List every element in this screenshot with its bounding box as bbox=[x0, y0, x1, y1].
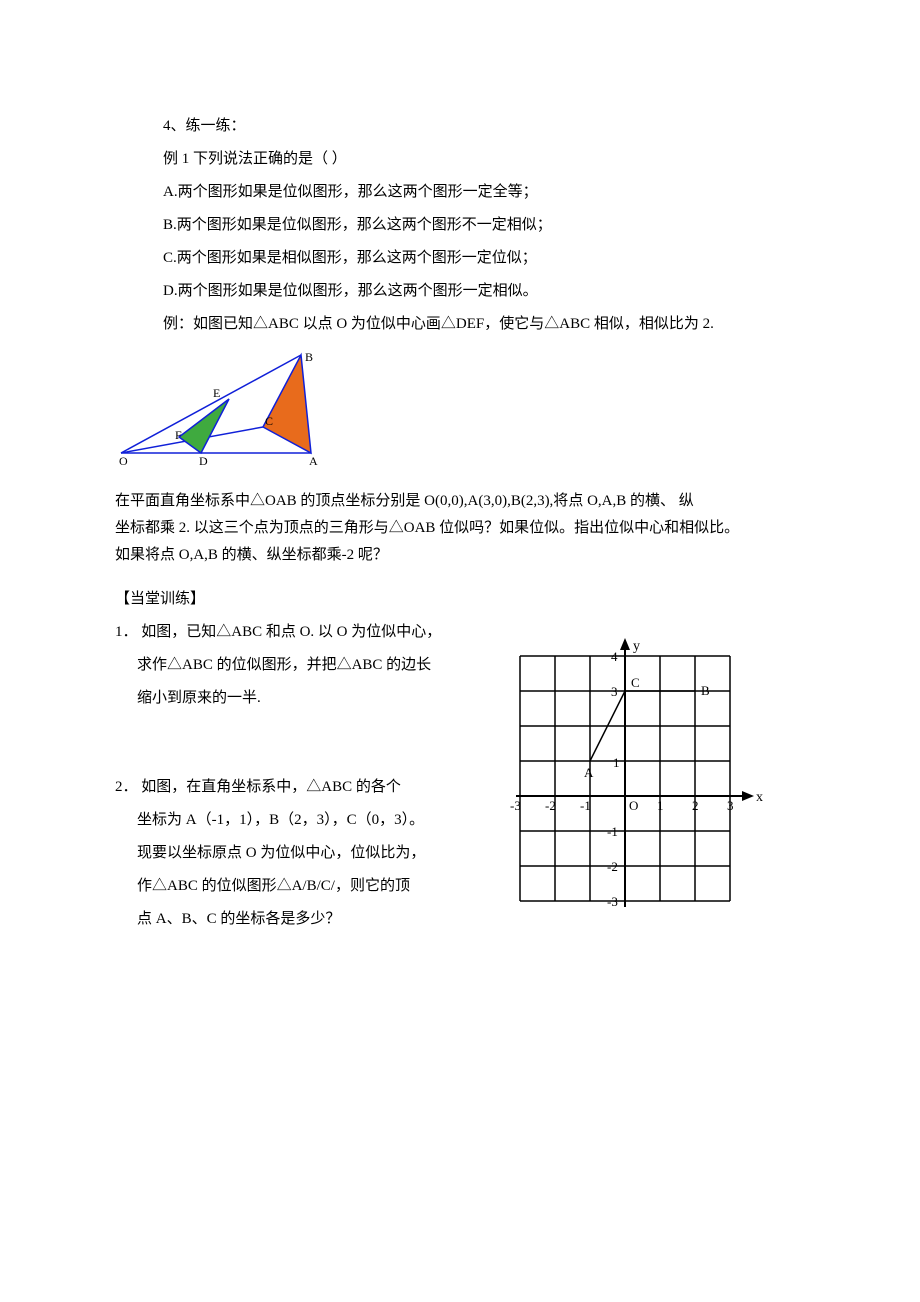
svg-text:y: y bbox=[633, 639, 640, 654]
coord-problem-line1: 在平面直角坐标系中△OAB 的顶点坐标分别是 O(0,0),A(3,0),B(2… bbox=[115, 488, 805, 515]
option-c: C.两个图形如果是相似图形，那么这两个图形一定位似； bbox=[163, 242, 805, 275]
q2-line3: 现要以坐标原点 O 为位似中心，位似比为， bbox=[137, 837, 475, 870]
example2: 例：如图已知△ABC 以点 O 为位似中心画△DEF，使它与△ABC 相似，相似… bbox=[163, 308, 805, 341]
q1-line2: 求作△ABC 的位似图形，并把△ABC 的边长 bbox=[137, 649, 475, 682]
triangle-svg: O D A E B F C bbox=[115, 347, 355, 467]
svg-text:E: E bbox=[213, 386, 220, 400]
svg-text:-2: -2 bbox=[545, 798, 556, 813]
q1-line3: 缩小到原来的一半. bbox=[137, 682, 475, 715]
q2-line2: 坐标为 A（-1，1），B（2，3），C（0，3）。 bbox=[137, 804, 475, 837]
questions-column: 1． 如图，已知△ABC 和点 O. 以 O 为位似中心， 求作△ABC 的位似… bbox=[115, 616, 475, 936]
svg-text:A: A bbox=[584, 765, 594, 780]
svg-text:B: B bbox=[305, 350, 313, 364]
svg-text:F: F bbox=[175, 428, 182, 442]
svg-text:-2: -2 bbox=[607, 859, 618, 874]
svg-text:-1: -1 bbox=[607, 824, 618, 839]
q2-block: 2． 如图，在直角坐标系中，△ABC 的各个 坐标为 A（-1，1），B（2，3… bbox=[115, 771, 475, 936]
svg-text:O: O bbox=[119, 454, 128, 467]
q2-line1: 2． 如图，在直角坐标系中，△ABC 的各个 bbox=[115, 771, 475, 804]
svg-text:C: C bbox=[631, 675, 640, 690]
option-b: B.两个图形如果是位似图形，那么这两个图形不一定相似； bbox=[163, 209, 805, 242]
grid-column: y x -3 -2 -1 1 2 3 O 1 4 3 -1 -2 -3 A B C bbox=[505, 636, 805, 929]
section-title: 4、练一练： bbox=[163, 110, 805, 143]
q1-line1: 1． 如图，已知△ABC 和点 O. 以 O 为位似中心， bbox=[115, 616, 475, 649]
svg-text:O: O bbox=[629, 798, 638, 813]
svg-text:4: 4 bbox=[611, 649, 618, 664]
coordinate-grid: y x -3 -2 -1 1 2 3 O 1 4 3 -1 -2 -3 A B C bbox=[505, 636, 805, 916]
option-d: D.两个图形如果是位似图形，那么这两个图形一定相似。 bbox=[163, 275, 805, 308]
svg-text:1: 1 bbox=[657, 798, 664, 813]
svg-text:3: 3 bbox=[611, 684, 618, 699]
training-heading: 【当堂训练】 bbox=[115, 583, 805, 616]
svg-text:C: C bbox=[265, 414, 273, 428]
svg-text:-3: -3 bbox=[510, 798, 521, 813]
svg-text:x: x bbox=[756, 790, 763, 805]
svg-text:-3: -3 bbox=[607, 894, 618, 909]
svg-text:A: A bbox=[309, 454, 318, 467]
svg-text:1: 1 bbox=[613, 755, 620, 770]
q2-line5: 点 A、B、C 的坐标各是多少？ bbox=[137, 903, 475, 936]
example1-intro: 例 1 下列说法正确的是（ ） bbox=[163, 143, 805, 176]
svg-text:2: 2 bbox=[692, 798, 699, 813]
svg-text:3: 3 bbox=[727, 798, 734, 813]
coord-problem-line3: 如果将点 O,A,B 的横、纵坐标都乘-2 呢？ bbox=[115, 542, 805, 569]
coord-problem-line2: 坐标都乘 2. 以这三个点为顶点的三角形与△OAB 位似吗？如果位似。指出位似中… bbox=[115, 515, 805, 542]
option-a: A.两个图形如果是位似图形，那么这两个图形一定全等； bbox=[163, 176, 805, 209]
svg-text:-1: -1 bbox=[580, 798, 591, 813]
q2-line4: 作△ABC 的位似图形△A/B/C/，则它的顶 bbox=[137, 870, 475, 903]
svg-text:B: B bbox=[701, 683, 710, 698]
svg-text:D: D bbox=[199, 454, 208, 467]
triangle-diagram: O D A E B F C bbox=[115, 347, 805, 480]
training-layout: 1． 如图，已知△ABC 和点 O. 以 O 为位似中心， 求作△ABC 的位似… bbox=[115, 616, 805, 936]
